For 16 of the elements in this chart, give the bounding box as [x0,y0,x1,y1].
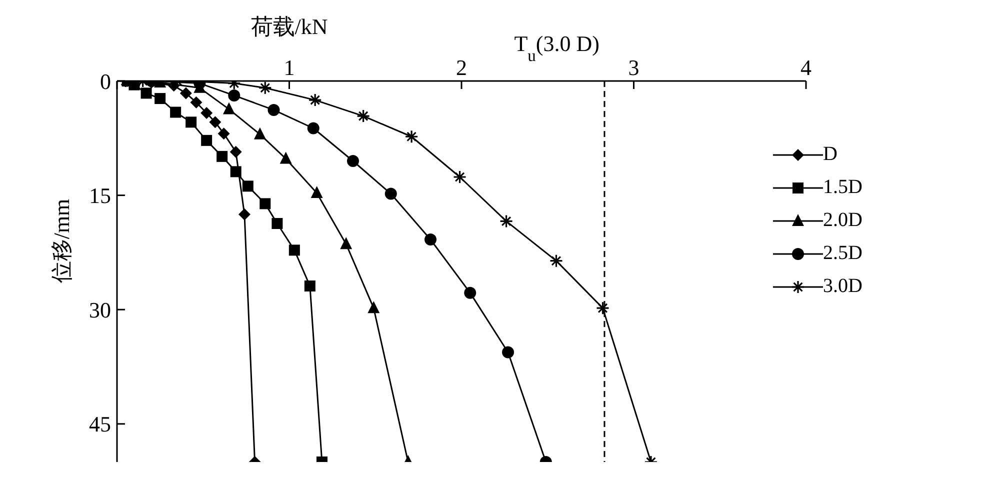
legend-label: 1.5D [823,176,862,199]
legend-label: 2.0D [823,209,862,232]
y-tick-label: 45 [89,412,111,437]
y-tick-label: 0 [100,68,111,94]
legend-label: D [823,143,838,166]
x-tick-label: 3 [628,55,640,80]
x-axis-title: 荷载/kN [250,14,328,39]
legend-label: 3.0D [823,275,862,298]
x-tick-label: 4 [800,55,812,80]
x-tick-label: 2 [456,55,467,80]
y-tick-label: 15 [89,183,111,208]
ref-line-label: T$_{u}$(3.0 D) [514,31,600,64]
x-tick-label: 1 [284,55,295,80]
legend-label: 2.5D [823,242,862,265]
y-tick-label: 30 [89,297,111,322]
y-axis-title: 位移/mm [49,198,74,284]
